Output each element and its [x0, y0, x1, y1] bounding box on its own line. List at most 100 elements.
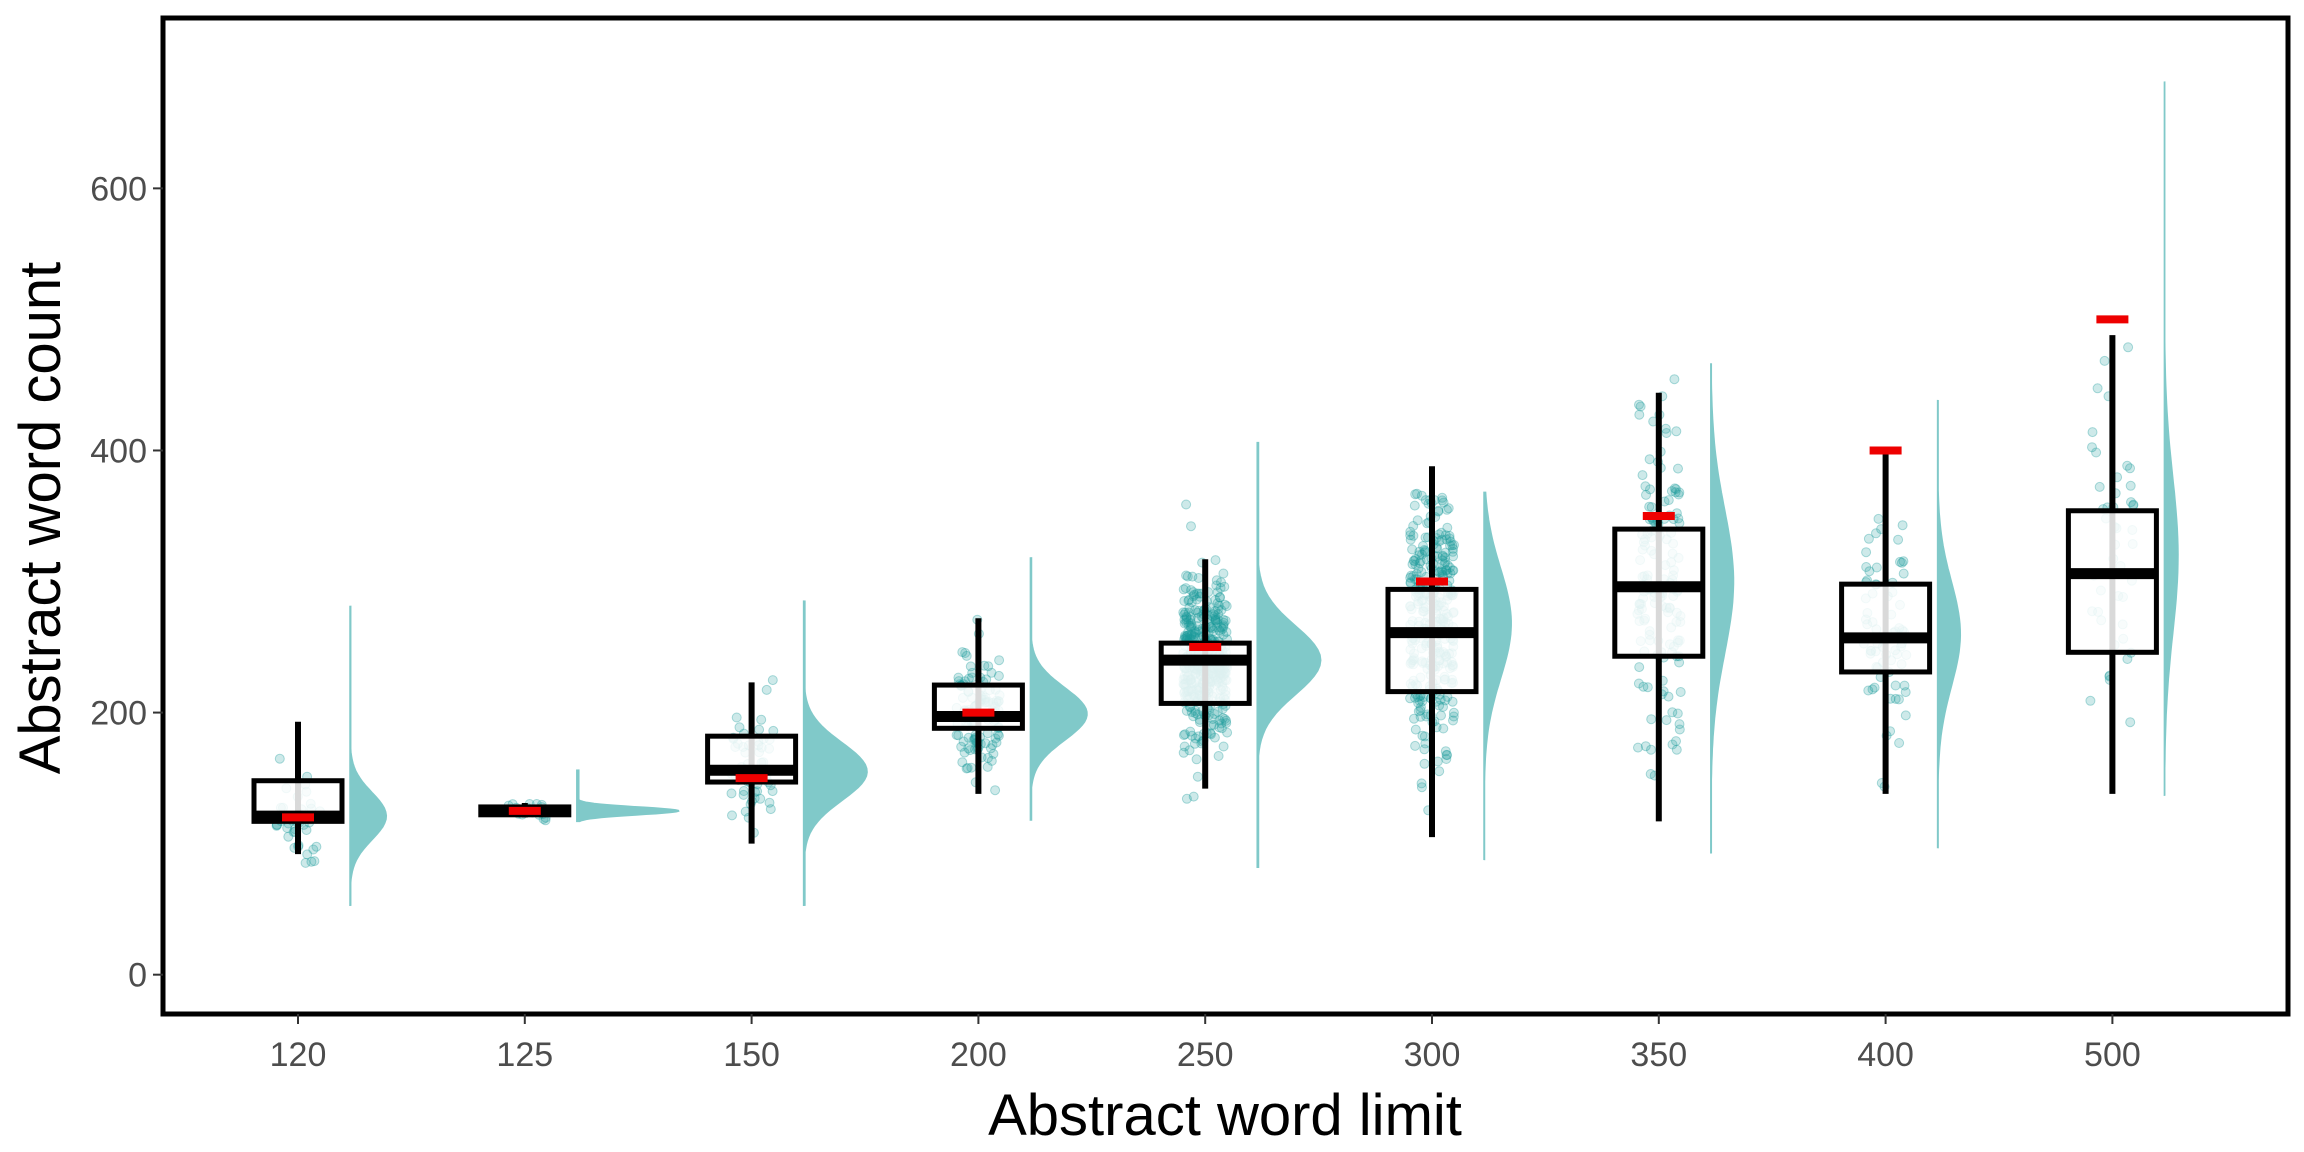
data-point — [1222, 727, 1233, 738]
data-point — [1645, 769, 1656, 779]
x-tick-label: 300 — [1404, 1036, 1461, 1074]
data-point — [1186, 521, 1196, 532]
y-tick-label: 200 — [90, 695, 147, 733]
data-point — [1419, 758, 1430, 769]
data-point — [1412, 515, 1423, 526]
category-group-400 — [1839, 399, 1962, 849]
data-point — [1674, 719, 1685, 730]
data-point — [1188, 587, 1199, 598]
data-point — [1437, 567, 1448, 578]
data-point — [1178, 584, 1189, 595]
data-point — [1438, 497, 1449, 508]
data-point — [1183, 595, 1194, 606]
data-point — [1410, 559, 1421, 570]
data-point — [1217, 713, 1228, 724]
data-point — [1183, 627, 1194, 638]
data-point — [1409, 556, 1420, 566]
data-point — [1184, 594, 1195, 605]
data-point — [956, 741, 967, 752]
data-point — [1863, 685, 1874, 696]
data-point — [1871, 562, 1882, 573]
data-point — [1213, 609, 1224, 620]
data-point — [1900, 687, 1911, 698]
data-point — [982, 761, 993, 772]
data-point — [1209, 709, 1220, 719]
data-point — [1181, 705, 1192, 716]
data-point — [1898, 568, 1909, 579]
data-point — [1646, 502, 1657, 513]
data-point — [953, 672, 964, 683]
data-point — [1184, 629, 1195, 640]
data-point — [1218, 617, 1229, 628]
data-point — [1181, 617, 1192, 628]
data-point — [1187, 571, 1198, 582]
data-point — [1437, 555, 1448, 566]
data-point — [985, 743, 996, 754]
data-point — [963, 743, 974, 754]
data-point — [1413, 706, 1424, 717]
data-point — [1218, 629, 1229, 640]
data-point — [1445, 540, 1455, 551]
category-group-200 — [931, 557, 1088, 821]
data-point — [1869, 682, 1880, 693]
data-point — [1216, 605, 1227, 616]
x-tick-label: 200 — [950, 1036, 1007, 1074]
data-point — [1671, 744, 1682, 755]
data-point — [1671, 484, 1681, 495]
data-point — [991, 737, 1002, 748]
data-point — [1221, 715, 1232, 726]
data-point — [1208, 626, 1219, 636]
x-tick-label: 500 — [2084, 1036, 2141, 1074]
data-point — [1634, 409, 1645, 420]
data-point — [1212, 617, 1223, 628]
data-point — [1184, 745, 1195, 756]
data-point — [1218, 621, 1229, 632]
data-point — [1214, 715, 1225, 726]
data-point — [990, 733, 1001, 744]
data-point — [1405, 577, 1416, 588]
data-point — [1439, 559, 1450, 569]
data-point — [959, 747, 970, 758]
data-point — [1449, 540, 1459, 550]
data-point — [1440, 746, 1451, 757]
density-300 — [1483, 491, 1512, 861]
data-point — [993, 730, 1004, 741]
data-point — [1180, 607, 1191, 618]
data-point — [958, 736, 969, 747]
data-point — [2125, 463, 2135, 474]
data-point — [1434, 766, 1445, 777]
data-point — [1861, 547, 1872, 558]
box-400 — [1839, 581, 1933, 675]
data-point — [986, 755, 997, 766]
data-point — [967, 672, 977, 683]
data-point — [1415, 702, 1426, 713]
data-point — [965, 745, 976, 756]
data-point — [1409, 500, 1420, 511]
data-point — [986, 667, 997, 678]
data-point — [1440, 552, 1451, 563]
data-point — [1673, 463, 1683, 474]
data-point — [755, 793, 766, 804]
data-point — [1674, 487, 1685, 498]
data-point — [1861, 562, 1872, 572]
data-point — [1895, 556, 1905, 567]
data-point — [754, 724, 765, 735]
data-point — [1447, 696, 1458, 707]
data-point — [1218, 620, 1229, 631]
data-point — [1189, 626, 1200, 637]
data-point — [1436, 710, 1446, 721]
data-point — [1663, 691, 1674, 702]
data-point — [1191, 754, 1202, 765]
category-group-300 — [1385, 466, 1512, 861]
data-point — [2092, 383, 2103, 394]
data-point — [983, 661, 994, 672]
data-point — [1213, 604, 1224, 615]
data-point — [302, 849, 313, 860]
data-point — [1444, 530, 1455, 541]
data-point — [1415, 556, 1426, 567]
data-point — [2125, 480, 2136, 491]
data-point — [1442, 522, 1453, 533]
density-500 — [2163, 81, 2179, 797]
data-point — [1436, 527, 1447, 538]
data-point — [1218, 568, 1229, 579]
